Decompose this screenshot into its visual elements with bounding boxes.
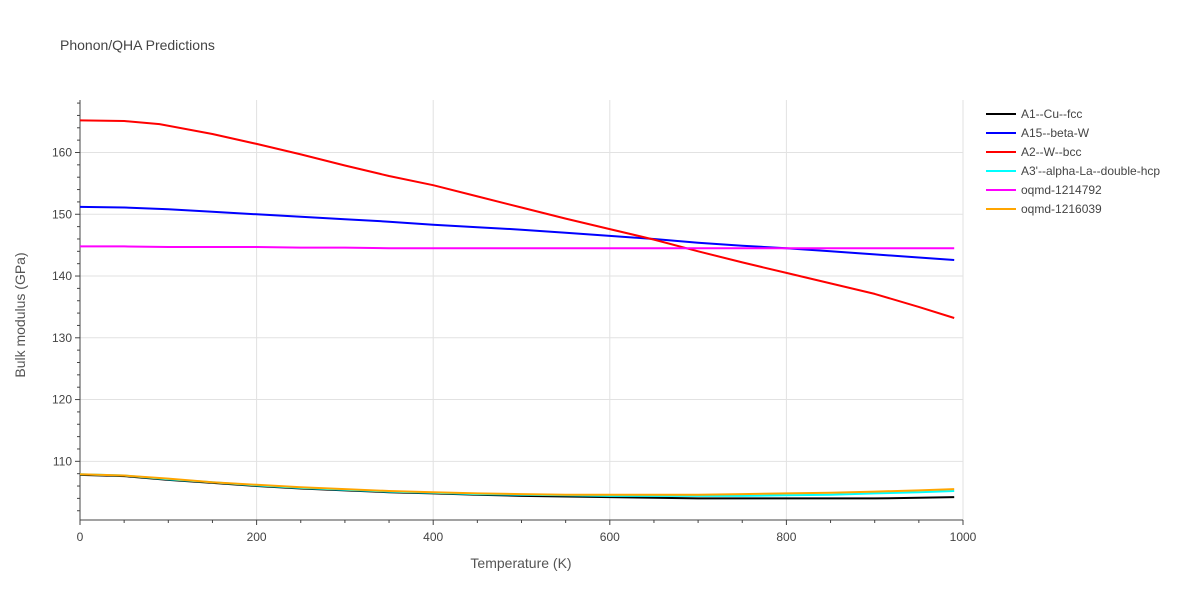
y-tick-label: 140 [52, 269, 72, 283]
legend-item-4[interactable]: oqmd-1214792 [986, 183, 1102, 197]
series-line-2 [79, 119, 955, 319]
axes [75, 100, 964, 525]
legend-item-2[interactable]: A2--W--bcc [986, 145, 1081, 159]
legend-label-0: A1--Cu--fcc [1021, 107, 1082, 121]
legend-label-3: A3'--alpha-La--double-hcp [1021, 164, 1160, 178]
x-tick-label: 1000 [950, 530, 977, 544]
grid [80, 100, 964, 520]
x-tick-label: 400 [423, 530, 443, 544]
x-tick-label: 600 [600, 530, 620, 544]
series-group [79, 119, 955, 500]
chart-title: Phonon/QHA Predictions [60, 37, 215, 53]
legend-item-1[interactable]: A15--beta-W [986, 126, 1090, 140]
legend-label-1: A15--beta-W [1021, 126, 1090, 140]
legend-label-4: oqmd-1214792 [1021, 183, 1102, 197]
series-line-4 [80, 245, 955, 250]
x-tick-label: 0 [77, 530, 84, 544]
y-tick-label: 150 [52, 207, 72, 221]
legend-label-5: oqmd-1216039 [1021, 202, 1102, 216]
series-line-1 [79, 205, 955, 261]
series-line-5 [79, 473, 955, 496]
y-tick-label: 120 [52, 393, 72, 407]
y-tick-label: 130 [52, 331, 72, 345]
x-tick-label: 800 [776, 530, 796, 544]
y-axis-title: Bulk modulus (GPa) [12, 252, 28, 377]
x-tick-label: 200 [247, 530, 267, 544]
y-tick-label: 110 [53, 454, 72, 468]
y-tick-label: 160 [52, 146, 72, 160]
legend-item-5[interactable]: oqmd-1216039 [986, 202, 1102, 216]
legend-label-2: A2--W--bcc [1021, 145, 1081, 159]
legend-item-0[interactable]: A1--Cu--fcc [986, 107, 1082, 121]
tick-labels: 110 120 130 140 150 160 0 200 400 600 800 1000 [52, 146, 977, 545]
legend-item-3[interactable]: A3'--alpha-La--double-hcp [986, 164, 1160, 178]
legend[interactable]: A1--Cu--fcc A15--beta-W A2--W--bcc A3'--alp… [986, 107, 1160, 216]
x-axis-title: Temperature (K) [470, 555, 571, 571]
